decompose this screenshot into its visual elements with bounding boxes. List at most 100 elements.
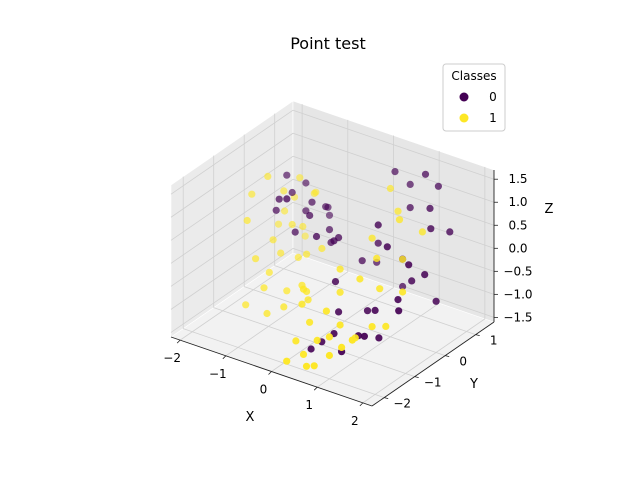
point-class-0	[288, 188, 296, 197]
point-class-0	[426, 204, 434, 212]
x-axis-label: X	[246, 410, 255, 425]
point-class-0	[275, 195, 283, 203]
point-class-1	[368, 234, 376, 242]
x-tick-mark	[359, 402, 364, 407]
z-tick-label: −1.5	[503, 310, 532, 324]
x-tick-mark	[313, 386, 318, 391]
y-grid-line	[274, 265, 476, 335]
point-class-1	[318, 244, 326, 253]
z-tick-label: 1.5	[508, 172, 527, 186]
point-class-1	[336, 265, 344, 273]
x-grid-line	[179, 255, 303, 341]
point-class-1	[265, 268, 273, 276]
z-axis-label: Z	[545, 202, 554, 217]
point-class-1	[296, 174, 304, 182]
z-grid-line	[170, 109, 294, 195]
legend-marker-1	[459, 113, 469, 123]
y-grid-line	[244, 286, 446, 356]
point-class-1	[376, 285, 384, 293]
point-class-0	[434, 182, 442, 190]
point-class-0	[363, 307, 372, 315]
point-class-1	[382, 322, 390, 330]
point-class-1	[399, 288, 407, 296]
x-tick-mark	[176, 339, 181, 344]
tick-labels: −2 −1 0 1 2 −2 −1 0 1 −1.5 −1.0 −0.5 0.0 0.5 1.0 1.5	[163, 172, 532, 428]
y-axis-line	[371, 321, 495, 407]
point-class-0	[406, 180, 414, 188]
data-points	[242, 168, 454, 370]
point-class-0	[408, 277, 416, 285]
point-class-0	[374, 221, 382, 229]
point-class-0	[302, 179, 310, 187]
point-class-0	[432, 297, 440, 305]
y-tick-mark	[445, 355, 450, 357]
point-class-1	[310, 362, 318, 370]
legend: Classes 0 1	[442, 63, 506, 132]
x-tick-label: 0	[260, 383, 268, 397]
point-class-1	[304, 296, 312, 304]
y-tick-label: −2	[393, 397, 411, 411]
axis-lines	[170, 170, 498, 407]
point-class-1	[310, 189, 318, 197]
point-class-0	[395, 307, 403, 315]
z-grid-line	[170, 248, 294, 333]
point-class-1	[338, 343, 346, 351]
point-class-0	[325, 226, 334, 234]
point-class-0	[306, 211, 314, 220]
point-class-1	[280, 187, 288, 195]
z-grid-line	[292, 224, 495, 295]
point-class-1	[399, 255, 407, 263]
z-tick-label: 1.0	[508, 195, 527, 209]
x-tick-mark	[268, 371, 272, 375]
legend-label-1: 1	[489, 111, 497, 125]
point-class-1	[281, 207, 289, 215]
point-class-1	[303, 250, 311, 258]
z-grid-line	[170, 178, 294, 264]
point-class-0	[421, 170, 430, 178]
legend-marker-0	[459, 92, 469, 102]
z-grid-line	[170, 202, 294, 287]
point-class-1	[386, 184, 394, 193]
point-class-1	[248, 190, 256, 198]
point-class-0	[391, 168, 399, 176]
point-class-0	[308, 198, 316, 206]
z-tick-label: −1.0	[503, 287, 532, 301]
point-class-1	[302, 362, 311, 370]
point-class-1	[336, 321, 344, 329]
chart-title: Point test	[290, 34, 366, 53]
point-class-1	[336, 288, 344, 296]
point-class-0	[371, 306, 379, 314]
point-class-1	[277, 249, 285, 257]
x-grid-line	[362, 318, 486, 404]
point-class-0	[325, 211, 334, 219]
z-grid-line	[292, 178, 495, 249]
point-class-1	[313, 336, 321, 344]
z-grid-line	[292, 132, 495, 203]
y-axis-label: Y	[469, 377, 478, 392]
z-grid-line	[292, 109, 495, 180]
point-class-0	[330, 237, 338, 245]
x-grid-line	[225, 271, 349, 357]
point-class-1	[280, 303, 288, 311]
x-grid-line	[316, 302, 440, 388]
point-class-1	[373, 254, 381, 262]
legend-title: Classes	[451, 69, 496, 83]
point-class-1	[325, 351, 333, 360]
point-class-1	[299, 285, 308, 293]
point-class-1	[242, 301, 250, 309]
point-class-0	[358, 257, 366, 265]
x-grid-line	[271, 287, 394, 372]
y-tick-label: −1	[424, 376, 442, 390]
point-class-0	[312, 232, 321, 241]
y-tick-label: 1	[490, 334, 498, 348]
point-class-0	[406, 204, 414, 212]
point-class-0	[331, 278, 340, 286]
legend-label-0: 0	[489, 90, 497, 104]
point-class-0	[374, 239, 382, 247]
point-class-0	[283, 171, 291, 179]
point-class-0	[427, 225, 435, 233]
z-tick-label: −0.5	[503, 264, 532, 278]
point-class-1	[322, 307, 330, 315]
point-class-0	[283, 195, 291, 203]
